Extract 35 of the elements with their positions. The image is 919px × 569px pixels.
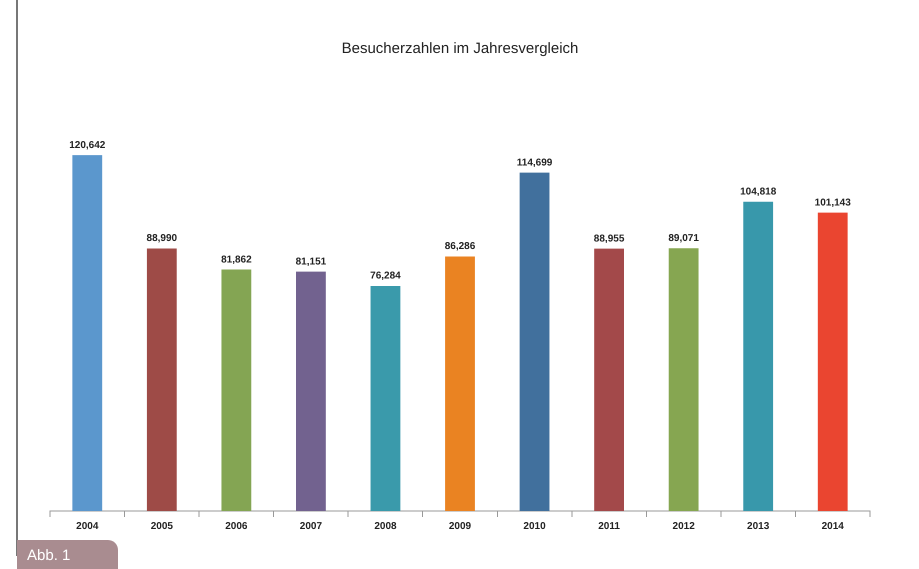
x-tick-label: 2013 — [747, 520, 770, 532]
data-label: 81,862 — [221, 254, 252, 266]
x-tick-label: 2006 — [225, 520, 248, 532]
bar — [743, 202, 774, 511]
data-label: 120,642 — [69, 140, 106, 151]
x-tick-label: 2007 — [300, 520, 322, 532]
data-label: 86,286 — [444, 241, 476, 252]
data-label: 88,955 — [594, 233, 625, 244]
data-label: 114,699 — [516, 157, 553, 168]
chart-title: Besucherzahlen im Jahresvergleich — [342, 40, 578, 58]
bar — [668, 248, 699, 511]
bar — [370, 286, 400, 511]
data-label: 104,818 — [740, 186, 777, 198]
bar — [520, 172, 550, 511]
data-label: 89,071 — [668, 232, 700, 244]
x-tick-label: 2008 — [374, 520, 398, 532]
bar — [594, 248, 624, 511]
x-tick-label: 2005 — [150, 520, 174, 532]
bar — [818, 212, 848, 511]
data-label: 76,284 — [370, 270, 402, 282]
x-tick-label: 2004 — [76, 520, 99, 532]
data-label: 88,990 — [146, 233, 178, 244]
bar — [221, 270, 252, 511]
x-tick-label: 2010 — [523, 520, 546, 532]
x-tick-label: 2014 — [822, 520, 844, 532]
data-label: 81,151 — [296, 256, 327, 268]
x-tick-label: 2012 — [672, 520, 696, 532]
bar — [296, 272, 326, 511]
data-label: 101,143 — [814, 197, 852, 208]
bar — [445, 256, 475, 511]
x-tick-label: 2011 — [598, 520, 620, 532]
x-tick-label: 2009 — [448, 520, 472, 532]
bar — [146, 248, 177, 511]
bar — [72, 155, 102, 511]
caption: Abb. 1 — [17, 540, 118, 569]
